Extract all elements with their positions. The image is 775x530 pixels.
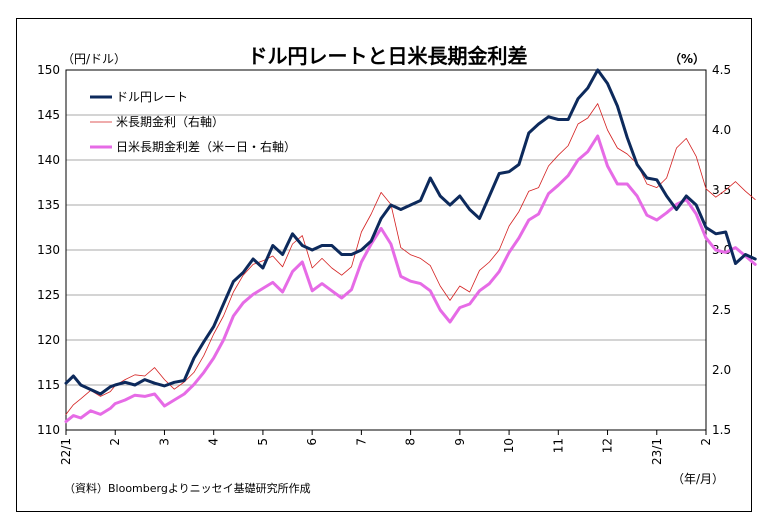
x-tick-label: 6: [305, 438, 319, 446]
chart-title: ドル円レートと日米長期金利差: [247, 44, 528, 68]
right-tick-label: 2.0: [712, 363, 731, 377]
left-tick-label: 150: [37, 63, 60, 77]
series-line-0: [64, 68, 757, 396]
x-axis-unit: （年/月）: [672, 472, 725, 486]
legend-label: 日米長期金利差（米ー日・右軸）: [116, 139, 296, 154]
right-axis-unit: （%）: [669, 52, 706, 66]
legend-label: ドル円レート: [116, 90, 188, 104]
left-tick-label: 125: [37, 288, 60, 302]
x-tick-label: 8: [404, 438, 418, 446]
left-tick-label: 120: [37, 333, 60, 347]
x-tick-label: 9: [453, 438, 467, 446]
x-tick-label: 22/1: [59, 438, 73, 465]
x-tick-label: 5: [256, 438, 270, 446]
x-tick-label: 3: [157, 438, 171, 446]
x-tick-label: 11: [551, 438, 565, 453]
left-tick-label: 140: [37, 153, 60, 167]
right-tick-label: 4.0: [712, 123, 731, 137]
right-tick-label: 2.5: [712, 303, 731, 317]
left-tick-label: 145: [37, 108, 60, 122]
right-tick-label: 1.5: [712, 423, 731, 437]
x-tick-label: 23/1: [650, 438, 664, 465]
left-tick-label: 115: [37, 378, 60, 392]
x-tick-label: 4: [207, 438, 221, 446]
left-tick-label: 130: [37, 243, 60, 257]
legend-label: 米長期金利（右軸）: [116, 114, 224, 129]
plot-area: [65, 69, 707, 431]
series-line-2: [64, 134, 757, 424]
x-tick-label: 7: [354, 438, 368, 446]
source-note: （資料）Bloombergよりニッセイ基礎研究所作成: [64, 482, 311, 495]
x-tick-label: 2: [108, 438, 122, 446]
x-tick-label: 10: [502, 438, 516, 453]
left-tick-label: 135: [37, 198, 60, 212]
x-tick-label: 12: [601, 438, 615, 453]
x-tick-label: 2: [699, 438, 713, 446]
chart-frame: [16, 18, 752, 512]
left-axis-unit: （円/ドル）: [62, 52, 127, 66]
right-tick-label: 3.5: [712, 183, 731, 197]
left-tick-label: 110: [37, 423, 60, 437]
right-tick-label: 4.5: [712, 63, 731, 77]
